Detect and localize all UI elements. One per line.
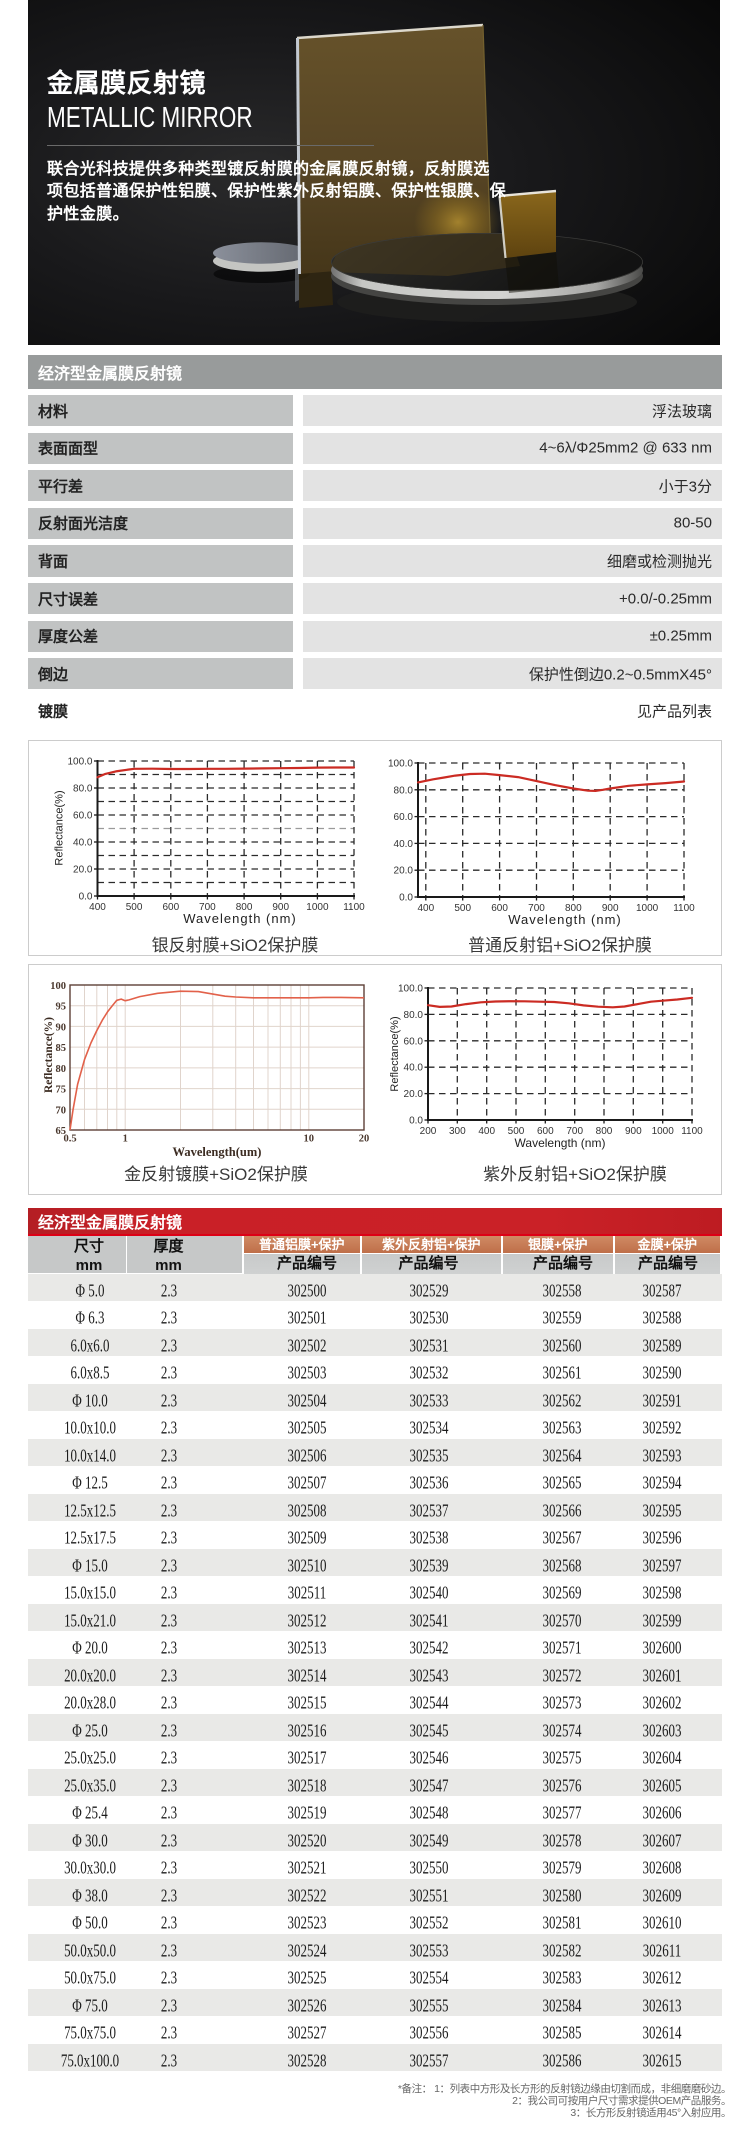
svg-text:Wavelength (nm): Wavelength (nm): [515, 1136, 606, 1150]
svg-text:1100: 1100: [681, 1126, 703, 1137]
svg-text:100.0: 100.0: [67, 757, 92, 768]
svg-text:95: 95: [56, 1002, 67, 1013]
svg-text:80: 80: [56, 1064, 67, 1075]
svg-text:40.0: 40.0: [73, 838, 93, 849]
svg-text:500: 500: [126, 902, 143, 913]
svg-text:100: 100: [50, 981, 66, 992]
svg-text:Reflectance(%): Reflectance(%): [390, 1016, 401, 1091]
svg-text:900: 900: [625, 1126, 642, 1137]
svg-text:800: 800: [236, 902, 253, 913]
svg-text:Reflectance(%): Reflectance(%): [54, 790, 66, 865]
svg-text:0.0: 0.0: [399, 893, 413, 904]
svg-text:400: 400: [478, 1126, 495, 1137]
svg-text:800: 800: [596, 1126, 613, 1137]
svg-text:900: 900: [602, 903, 619, 914]
svg-text:500: 500: [508, 1126, 525, 1137]
svg-text:Wavelength (nm): Wavelength (nm): [508, 912, 622, 927]
svg-text:400: 400: [417, 903, 434, 914]
svg-text:400: 400: [89, 902, 106, 913]
svg-text:1000: 1000: [636, 903, 659, 914]
svg-text:65: 65: [56, 1126, 67, 1137]
svg-text:700: 700: [199, 902, 216, 913]
svg-text:Wavelength (nm): Wavelength (nm): [183, 911, 297, 926]
svg-text:70: 70: [56, 1105, 67, 1116]
svg-text:0.0: 0.0: [79, 892, 93, 903]
svg-text:1000: 1000: [306, 902, 329, 913]
svg-text:600: 600: [537, 1126, 554, 1137]
svg-text:1100: 1100: [673, 903, 695, 914]
svg-text:900: 900: [272, 902, 289, 913]
svg-text:700: 700: [528, 903, 545, 914]
svg-text:600: 600: [491, 903, 508, 914]
svg-text:85: 85: [56, 1043, 67, 1054]
svg-text:1: 1: [123, 1134, 128, 1145]
svg-text:700: 700: [566, 1126, 583, 1137]
svg-text:80.0: 80.0: [394, 785, 414, 796]
svg-text:80.0: 80.0: [404, 1010, 424, 1021]
svg-text:40.0: 40.0: [404, 1063, 424, 1074]
svg-text:90: 90: [56, 1022, 67, 1033]
svg-text:500: 500: [454, 903, 471, 914]
svg-text:60.0: 60.0: [73, 811, 93, 822]
svg-text:40.0: 40.0: [394, 839, 414, 850]
svg-text:100.0: 100.0: [398, 984, 423, 995]
svg-text:60.0: 60.0: [394, 812, 414, 823]
svg-text:100.0: 100.0: [388, 759, 413, 770]
svg-text:10: 10: [304, 1134, 315, 1145]
svg-text:Wavelength(um): Wavelength(um): [173, 1145, 262, 1159]
svg-text:20.0: 20.0: [73, 865, 93, 876]
svg-text:300: 300: [449, 1126, 466, 1137]
svg-text:80.0: 80.0: [73, 784, 93, 795]
svg-text:60.0: 60.0: [404, 1036, 424, 1047]
svg-text:600: 600: [162, 902, 179, 913]
svg-text:800: 800: [565, 903, 582, 914]
svg-text:20.0: 20.0: [404, 1089, 424, 1100]
svg-text:20.0: 20.0: [394, 866, 414, 877]
svg-text:Reflectance(%): Reflectance(%): [43, 1017, 55, 1093]
svg-text:1100: 1100: [343, 902, 365, 913]
svg-text:75: 75: [56, 1085, 67, 1096]
svg-text:0.0: 0.0: [409, 1116, 423, 1127]
svg-text:1000: 1000: [652, 1126, 675, 1137]
svg-text:0.5: 0.5: [63, 1134, 76, 1145]
svg-text:200: 200: [420, 1126, 437, 1137]
svg-text:20: 20: [359, 1134, 370, 1145]
